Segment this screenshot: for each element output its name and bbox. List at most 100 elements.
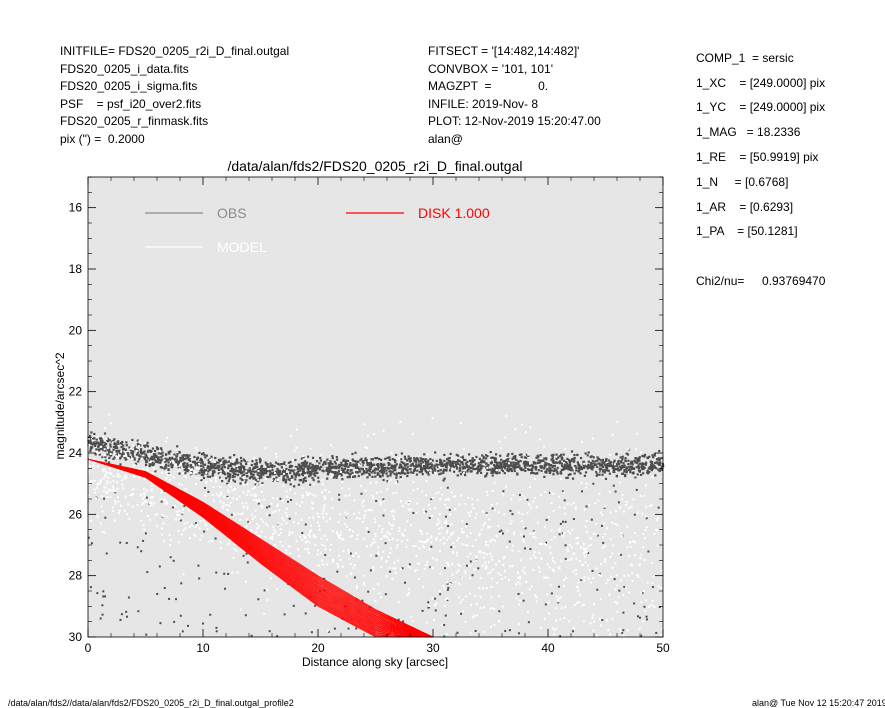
obs-point: [225, 477, 228, 480]
model-point: [494, 508, 497, 511]
obs-point: [168, 452, 171, 455]
obs-point: [447, 459, 450, 463]
model-point: [360, 464, 363, 467]
model-point: [425, 479, 428, 482]
model-point: [577, 581, 580, 584]
model-point: [104, 427, 107, 430]
model-point: [495, 502, 498, 505]
model-point: [554, 619, 557, 622]
obs-point: [513, 464, 516, 467]
obs-point: [436, 466, 439, 469]
model-point: [181, 511, 184, 514]
obs-point: [195, 522, 198, 525]
obs-point: [179, 519, 182, 522]
obs-point: [526, 498, 529, 501]
obs-point: [439, 463, 442, 467]
model-point: [263, 498, 266, 501]
model-point: [639, 563, 642, 566]
model-point: [193, 471, 196, 474]
obs-point: [404, 467, 407, 470]
model-point: [587, 577, 590, 580]
obs-point: [153, 449, 157, 453]
model-point: [475, 512, 478, 515]
obs-point: [349, 552, 352, 555]
obs-point: [295, 472, 299, 475]
model-point: [279, 540, 282, 543]
model-point: [324, 488, 327, 491]
model-point: [96, 465, 99, 468]
model-point: [377, 583, 380, 586]
model-point: [219, 541, 222, 544]
obs-point: [489, 461, 493, 464]
model-point: [145, 500, 148, 503]
model-point: [372, 569, 375, 572]
obs-point: [515, 465, 519, 468]
obs-point: [366, 476, 369, 479]
obs-point: [429, 458, 432, 461]
model-point: [105, 437, 108, 440]
model-point: [141, 497, 144, 500]
obs-point: [426, 471, 430, 474]
model-point: [430, 566, 433, 569]
obs-point: [524, 466, 527, 469]
obs-point: [208, 475, 212, 478]
model-point: [489, 525, 492, 528]
obs-point: [658, 606, 661, 609]
model-point: [475, 556, 478, 559]
obs-point: [455, 466, 458, 469]
obs-point: [145, 496, 148, 499]
model-point: [500, 577, 503, 580]
obs-point: [265, 506, 268, 509]
model-point: [154, 514, 157, 517]
model-point: [291, 557, 294, 560]
obs-point: [125, 441, 128, 444]
model-point: [599, 511, 602, 514]
obs-point: [405, 459, 409, 462]
model-point: [457, 596, 460, 599]
model-point: [464, 620, 467, 623]
model-point: [160, 471, 163, 474]
obs-point: [549, 471, 552, 474]
obs-point: [367, 590, 370, 593]
obs-point: [575, 469, 578, 472]
obs-point: [534, 467, 537, 470]
obs-point: [146, 441, 149, 444]
model-point: [620, 579, 623, 582]
model-point: [178, 509, 181, 512]
model-point: [329, 443, 332, 446]
model-point: [372, 587, 375, 590]
model-point: [293, 449, 296, 452]
model-point: [550, 529, 553, 532]
model-point: [141, 503, 144, 506]
obs-point: [133, 445, 136, 448]
model-point: [169, 539, 172, 542]
obs-point: [620, 465, 623, 469]
model-point: [272, 533, 275, 536]
model-point: [451, 563, 454, 566]
obs-point: [242, 470, 245, 473]
obs-point: [311, 476, 314, 480]
model-point: [124, 477, 127, 480]
obs-point: [243, 468, 246, 472]
obs-point: [235, 466, 238, 469]
model-point: [513, 533, 516, 536]
model-point: [587, 544, 590, 547]
obs-point: [271, 468, 274, 472]
obs-point: [635, 457, 638, 460]
model-point: [298, 504, 301, 507]
obs-point: [606, 463, 609, 466]
model-point: [421, 490, 424, 493]
model-point: [221, 506, 224, 509]
obs-point: [423, 458, 427, 461]
model-point: [190, 458, 193, 461]
obs-point: [558, 460, 561, 463]
obs-point: [217, 468, 221, 471]
obs-point: [102, 590, 105, 593]
obs-point: [545, 462, 549, 465]
obs-point: [246, 469, 249, 472]
model-point: [299, 535, 302, 538]
obs-point: [648, 455, 651, 458]
obs-point: [642, 465, 645, 469]
obs-point: [386, 480, 389, 483]
obs-point: [437, 469, 440, 473]
